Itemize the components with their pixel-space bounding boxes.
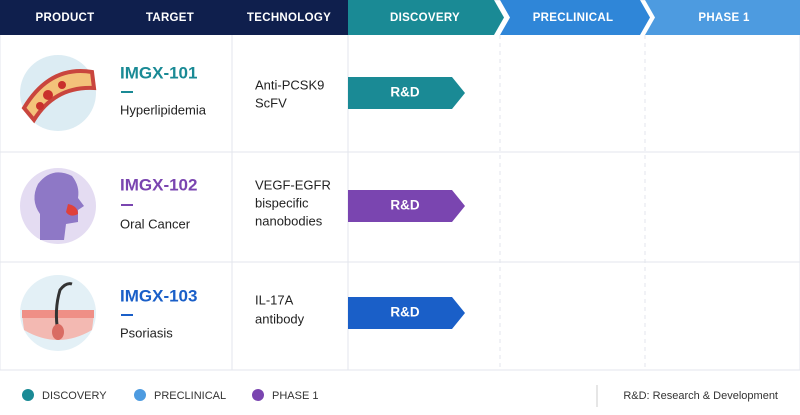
technology: Anti-PCSK9	[255, 77, 324, 92]
footnote: R&D: Research & Development	[623, 390, 778, 402]
column-header: TARGET	[146, 12, 194, 24]
legend-label: DISCOVERY	[42, 390, 107, 402]
column-header: PRECLINICAL	[533, 12, 614, 24]
legend-label: PHASE 1	[272, 390, 318, 402]
legend-swatch	[134, 389, 146, 401]
stage-arrow	[348, 297, 465, 329]
technology: antibody	[255, 311, 305, 326]
technology: VEGF-EGFR	[255, 177, 331, 192]
icon-head	[20, 168, 96, 244]
header-bar	[0, 0, 352, 35]
header-chevron	[500, 0, 650, 35]
technology: IL-17A	[255, 292, 294, 307]
stage-arrow	[348, 190, 465, 222]
icon-artery	[20, 55, 97, 131]
target: Hyperlipidemia	[120, 102, 207, 117]
column-header: PHASE 1	[698, 12, 750, 24]
icon-skin	[20, 275, 96, 351]
column-header: PRODUCT	[36, 12, 95, 24]
stage-label: R&D	[390, 198, 419, 213]
column-header: DISCOVERY	[390, 12, 460, 24]
column-header: TECHNOLOGY	[247, 12, 331, 24]
technology: bispecific	[255, 195, 309, 210]
technology: ScFV	[255, 95, 287, 110]
product-name: IMGX-102	[120, 175, 197, 194]
stage-arrow	[348, 77, 465, 109]
target: Psoriasis	[120, 325, 173, 340]
stage-label: R&D	[390, 305, 419, 320]
header-chevron	[348, 0, 504, 35]
product-name: IMGX-103	[120, 286, 197, 305]
target: Oral Cancer	[120, 216, 191, 231]
legend-label: PRECLINICAL	[154, 390, 226, 402]
stage-label: R&D	[390, 85, 419, 100]
product-name: IMGX-101	[120, 63, 197, 82]
header-chevron	[645, 0, 800, 35]
legend-swatch	[252, 389, 264, 401]
technology: nanobodies	[255, 213, 323, 228]
legend-swatch	[22, 389, 34, 401]
